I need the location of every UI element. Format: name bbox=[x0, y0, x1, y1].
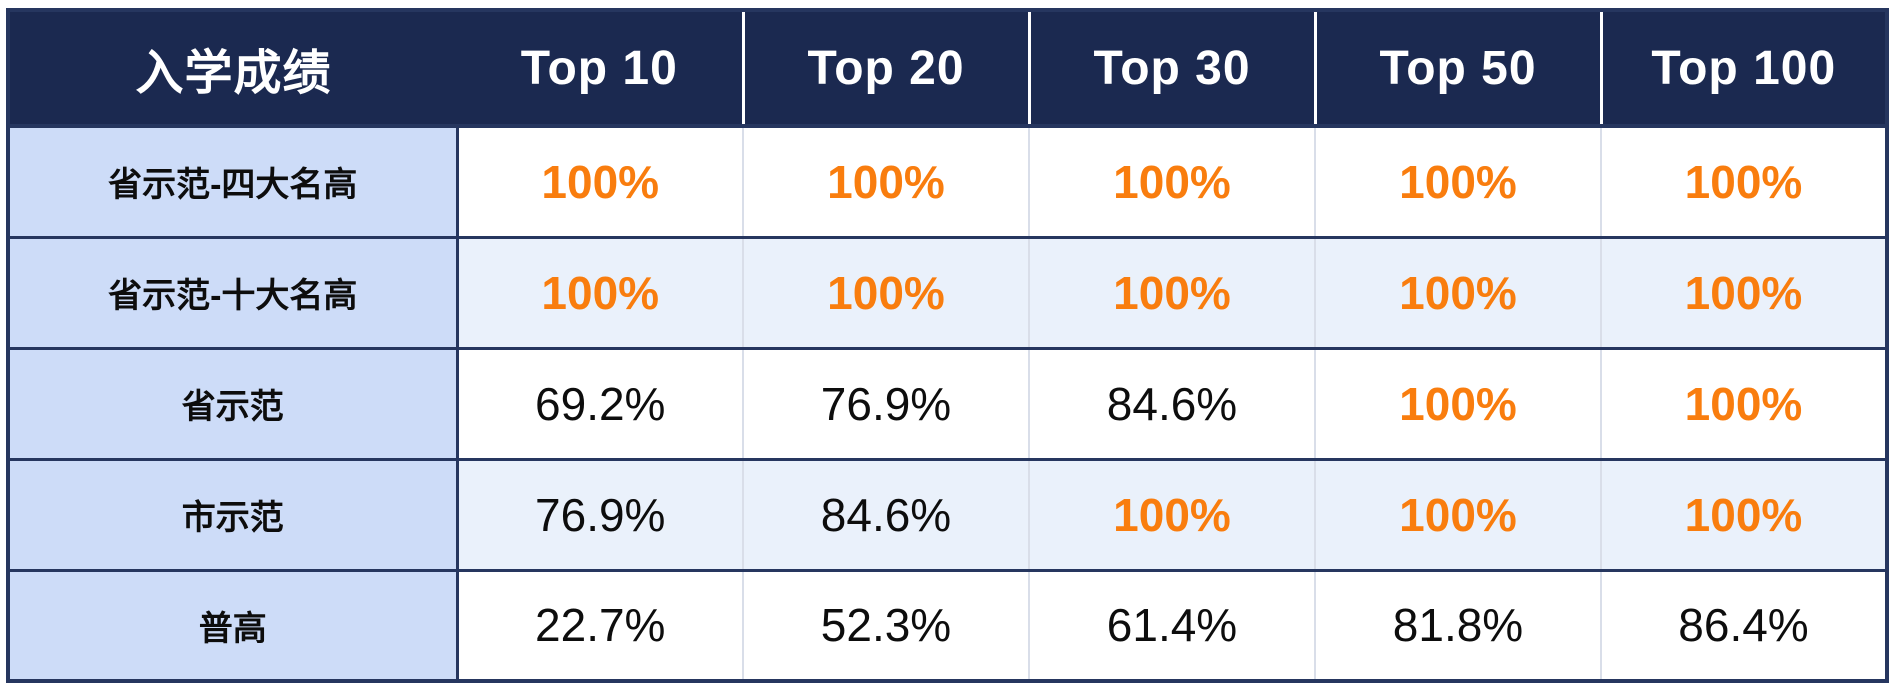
column-header: Top 50 bbox=[1313, 10, 1601, 128]
table-row: 省示范-四大名高 100% 100% 100% 100% 100% bbox=[8, 126, 1887, 237]
row-label: 市示范 bbox=[8, 457, 459, 570]
column-header: Top 20 bbox=[741, 10, 1029, 128]
value-cell: 61.4% bbox=[1028, 568, 1315, 681]
table-row: 市示范 76.9% 84.6% 100% 100% 100% bbox=[8, 457, 1887, 570]
header-row: 入学成绩 Top 10 Top 20 Top 30 Top 50 Top 100 bbox=[8, 10, 1887, 128]
value-cell: 100% bbox=[1028, 126, 1315, 237]
value-cell: 100% bbox=[1600, 126, 1887, 237]
value-cell: 81.8% bbox=[1314, 568, 1601, 681]
value-cell: 100% bbox=[456, 126, 743, 237]
row-label: 省示范 bbox=[8, 346, 459, 459]
value-cell: 100% bbox=[1314, 235, 1601, 348]
value-cell: 100% bbox=[1600, 346, 1887, 459]
table-row: 省示范 69.2% 76.9% 84.6% 100% 100% bbox=[8, 346, 1887, 459]
value-cell: 22.7% bbox=[456, 568, 743, 681]
value-cell: 100% bbox=[456, 235, 743, 348]
value-cell: 76.9% bbox=[742, 346, 1029, 459]
row-label: 省示范-十大名高 bbox=[8, 235, 459, 348]
row-label: 普高 bbox=[8, 568, 459, 681]
value-cell: 100% bbox=[1314, 126, 1601, 237]
value-cell: 86.4% bbox=[1600, 568, 1887, 681]
value-cell: 100% bbox=[1028, 235, 1315, 348]
column-header: Top 10 bbox=[457, 10, 743, 128]
value-cell: 100% bbox=[1600, 235, 1887, 348]
value-cell: 69.2% bbox=[456, 346, 743, 459]
column-header: Top 100 bbox=[1599, 10, 1887, 128]
value-cell: 100% bbox=[1600, 457, 1887, 570]
table-body: 省示范-四大名高 100% 100% 100% 100% 100% 省示范-十大名高 100%… bbox=[8, 126, 1887, 681]
value-cell: 76.9% bbox=[456, 457, 743, 570]
value-cell: 100% bbox=[742, 235, 1029, 348]
value-cell: 100% bbox=[1314, 457, 1601, 570]
value-cell: 52.3% bbox=[742, 568, 1029, 681]
table-row: 省示范-十大名高 100% 100% 100% 100% 100% bbox=[8, 235, 1887, 348]
value-cell: 100% bbox=[742, 126, 1029, 237]
value-cell: 84.6% bbox=[1028, 346, 1315, 459]
row-label: 省示范-四大名高 bbox=[8, 126, 459, 237]
header-cell-entry-score: 入学成绩 bbox=[8, 10, 457, 128]
value-cell: 84.6% bbox=[742, 457, 1029, 570]
value-cell: 100% bbox=[1028, 457, 1315, 570]
column-header: Top 30 bbox=[1027, 10, 1315, 128]
value-cell: 100% bbox=[1314, 346, 1601, 459]
admission-results-table: 入学成绩 Top 10 Top 20 Top 30 Top 50 Top 100 省示范… bbox=[6, 8, 1889, 683]
table-row: 普高 22.7% 52.3% 61.4% 81.8% 86.4% bbox=[8, 568, 1887, 681]
table-header: 入学成绩 Top 10 Top 20 Top 30 Top 50 Top 100 bbox=[8, 10, 1887, 128]
